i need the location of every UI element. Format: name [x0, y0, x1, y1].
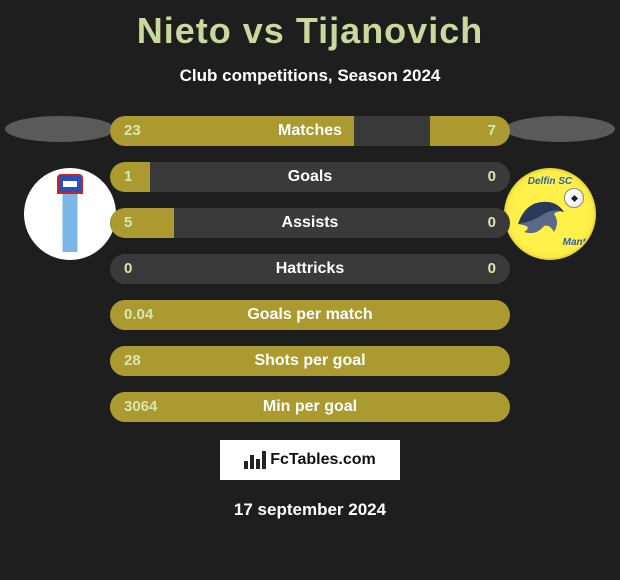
stat-row: 50Assists — [110, 208, 510, 238]
bar-chart-icon — [244, 451, 266, 469]
brand-badge[interactable]: FcTables.com — [220, 440, 400, 480]
stat-row: 10Goals — [110, 162, 510, 192]
stat-row: 237Matches — [110, 116, 510, 146]
soccer-ball-icon — [564, 188, 584, 208]
stat-row: 00Hattricks — [110, 254, 510, 284]
jersey-icon — [51, 194, 89, 252]
stats-bars: 237Matches 10Goals 50Assists 00Hattricks 0.0… — [110, 116, 510, 438]
player-shadow-right — [505, 116, 615, 142]
date-label: 17 september 2024 — [0, 500, 620, 520]
stat-label: Assists — [110, 208, 510, 238]
page-title: Nieto vs Tijanovich — [0, 0, 620, 52]
stat-row: 0.04Goals per match — [110, 300, 510, 330]
stat-label: Shots per goal — [110, 346, 510, 376]
stat-row: 3064Min per goal — [110, 392, 510, 422]
brand-text: FcTables.com — [270, 451, 376, 469]
club-right-name-bot: Mant — [563, 237, 586, 248]
club-logo-right: Delfin SC Mant — [504, 168, 596, 260]
club-right-name-top: Delfin SC — [506, 176, 594, 187]
stat-label: Goals — [110, 162, 510, 192]
stat-label: Goals per match — [110, 300, 510, 330]
stat-label: Hattricks — [110, 254, 510, 284]
stat-label: Min per goal — [110, 392, 510, 422]
stat-row: 28Shots per goal — [110, 346, 510, 376]
stat-label: Matches — [110, 116, 510, 146]
player-shadow-left — [5, 116, 115, 142]
subtitle: Club competitions, Season 2024 — [0, 66, 620, 86]
club-logo-left — [24, 168, 116, 260]
shield-icon — [57, 174, 83, 194]
